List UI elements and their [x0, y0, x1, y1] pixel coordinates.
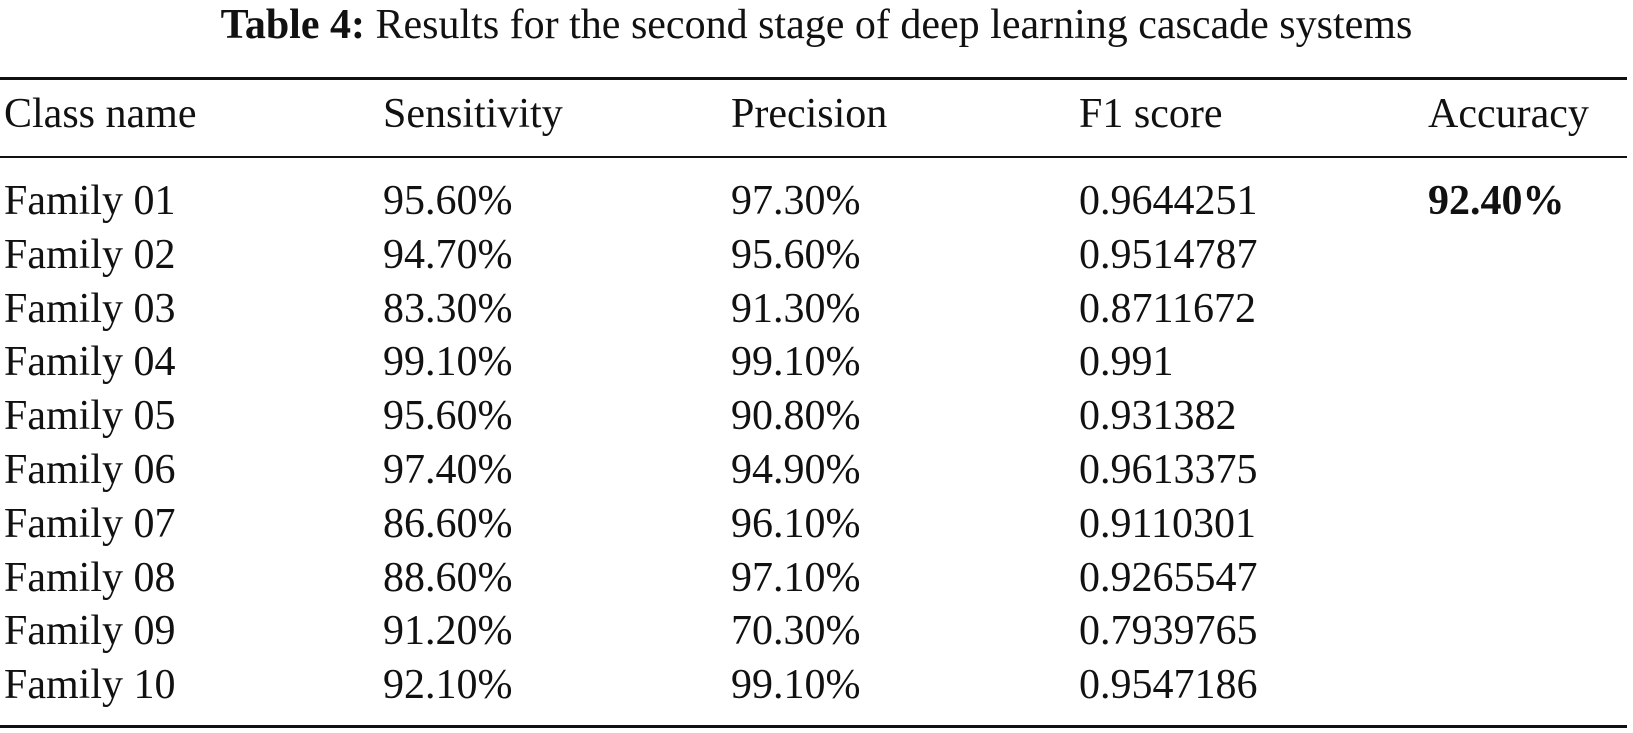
- sensitivity-cell: 97.40%: [383, 446, 513, 493]
- table-row: Family 01 95.60% 97.30% 0.9644251 92.40%: [0, 175, 1633, 229]
- table-row: Family 07 86.60% 96.10% 0.9110301: [0, 498, 1633, 552]
- precision-cell: 95.60%: [731, 231, 861, 278]
- f1-score-cell: 0.9514787: [1079, 231, 1258, 278]
- table-header-row: Class name Sensitivity Precision F1 scor…: [0, 88, 1633, 140]
- precision-cell: 99.10%: [731, 662, 861, 709]
- f1-score-cell: 0.9644251: [1079, 178, 1258, 224]
- table-row: Family 10 92.10% 99.10% 0.9547186: [0, 659, 1633, 713]
- bottom-rule: [0, 725, 1627, 728]
- accuracy-cell: 92.40%: [1428, 178, 1565, 224]
- class-name-cell: Family 01: [4, 178, 176, 224]
- f1-score-cell: 0.7939765: [1079, 608, 1258, 655]
- table-row: Family 06 97.40% 94.90% 0.9613375: [0, 444, 1633, 498]
- top-rule: [0, 77, 1627, 80]
- sensitivity-cell: 86.60%: [383, 500, 513, 547]
- precision-cell: 91.30%: [731, 285, 861, 332]
- header-rule: [0, 156, 1627, 158]
- table-row: Family 08 88.60% 97.10% 0.9265547: [0, 552, 1633, 606]
- table-caption: Table 4: Results for the second stage of…: [0, 2, 1633, 48]
- caption-text: Results for the second stage of deep lea…: [375, 2, 1413, 48]
- sensitivity-cell: 94.70%: [383, 231, 513, 278]
- class-name-cell: Family 05: [4, 393, 176, 440]
- f1-score-cell: 0.9110301: [1079, 500, 1256, 547]
- header-accuracy: Accuracy: [1428, 91, 1589, 137]
- precision-cell: 94.90%: [731, 446, 861, 493]
- table-row: Family 09 91.20% 70.30% 0.7939765: [0, 605, 1633, 659]
- precision-cell: 97.10%: [731, 554, 861, 601]
- f1-score-cell: 0.8711672: [1079, 285, 1256, 332]
- class-name-cell: Family 09: [4, 608, 176, 655]
- sensitivity-cell: 95.60%: [383, 393, 513, 440]
- f1-score-cell: 0.9613375: [1079, 446, 1258, 493]
- sensitivity-cell: 88.60%: [383, 554, 513, 601]
- f1-score-cell: 0.991: [1079, 339, 1174, 386]
- precision-cell: 96.10%: [731, 500, 861, 547]
- table-body: Family 01 95.60% 97.30% 0.9644251 92.40%…: [0, 175, 1633, 713]
- table-row: Family 02 94.70% 95.60% 0.9514787: [0, 229, 1633, 283]
- sensitivity-cell: 92.10%: [383, 662, 513, 709]
- class-name-cell: Family 02: [4, 231, 176, 278]
- table-row: Family 04 99.10% 99.10% 0.991: [0, 336, 1633, 390]
- class-name-cell: Family 04: [4, 339, 176, 386]
- table-row: Family 03 83.30% 91.30% 0.8711672: [0, 283, 1633, 337]
- precision-cell: 97.30%: [731, 178, 861, 224]
- header-sensitivity: Sensitivity: [383, 91, 563, 137]
- table-row: Family 05 95.60% 90.80% 0.931382: [0, 390, 1633, 444]
- class-name-cell: Family 08: [4, 554, 176, 601]
- class-name-cell: Family 10: [4, 662, 176, 709]
- precision-cell: 90.80%: [731, 393, 861, 440]
- header-class-name: Class name: [4, 91, 197, 137]
- sensitivity-cell: 91.20%: [383, 608, 513, 655]
- f1-score-cell: 0.9547186: [1079, 662, 1258, 709]
- header-f1-score: F1 score: [1079, 91, 1223, 137]
- sensitivity-cell: 99.10%: [383, 339, 513, 386]
- f1-score-cell: 0.9265547: [1079, 554, 1258, 601]
- class-name-cell: Family 07: [4, 500, 176, 547]
- sensitivity-cell: 95.60%: [383, 178, 513, 224]
- class-name-cell: Family 06: [4, 446, 176, 493]
- precision-cell: 70.30%: [731, 608, 861, 655]
- caption-label: Table 4:: [220, 2, 365, 48]
- class-name-cell: Family 03: [4, 285, 176, 332]
- header-precision: Precision: [731, 91, 888, 137]
- precision-cell: 99.10%: [731, 339, 861, 386]
- sensitivity-cell: 83.30%: [383, 285, 513, 332]
- f1-score-cell: 0.931382: [1079, 393, 1237, 440]
